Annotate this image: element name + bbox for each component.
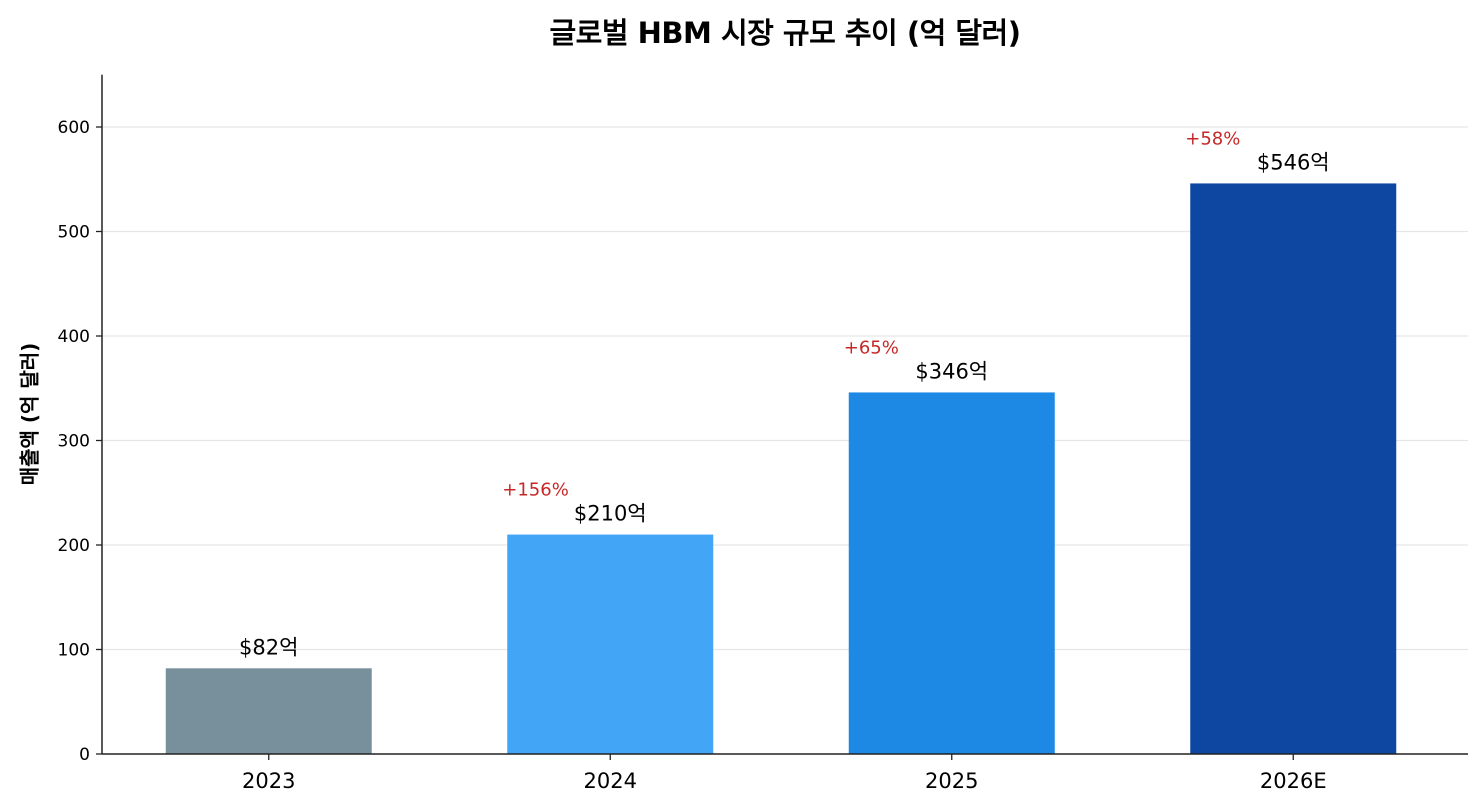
- growth-label: +65%: [844, 337, 899, 358]
- bar-2025: [848, 392, 1055, 754]
- y-tick-label: 100: [58, 641, 90, 661]
- x-tick-label: 2024: [584, 769, 637, 793]
- x-tick-label: 2026E: [1260, 769, 1327, 793]
- value-label: $346억: [915, 359, 988, 383]
- chart-title: 글로벌 HBM 시장 규모 추이 (억 달러): [549, 16, 1021, 50]
- y-tick-label: 400: [58, 327, 90, 347]
- growth-label: +156%: [502, 480, 569, 501]
- x-tick-label: 2023: [242, 769, 295, 793]
- bar-2023: [165, 668, 372, 754]
- y-tick-label: 300: [58, 432, 90, 452]
- x-tick-label: 2025: [925, 769, 978, 793]
- y-tick-label: 200: [58, 536, 90, 556]
- value-label: $82억: [239, 635, 298, 659]
- y-tick-label: 600: [58, 118, 90, 138]
- y-tick-label: 500: [58, 223, 90, 243]
- y-tick-label: 0: [79, 745, 90, 765]
- growth-label: +58%: [1185, 128, 1240, 149]
- bar-2026E: [1190, 183, 1397, 754]
- value-label: $210억: [574, 502, 647, 526]
- value-label: $546억: [1257, 150, 1330, 174]
- bar-2024: [507, 534, 714, 754]
